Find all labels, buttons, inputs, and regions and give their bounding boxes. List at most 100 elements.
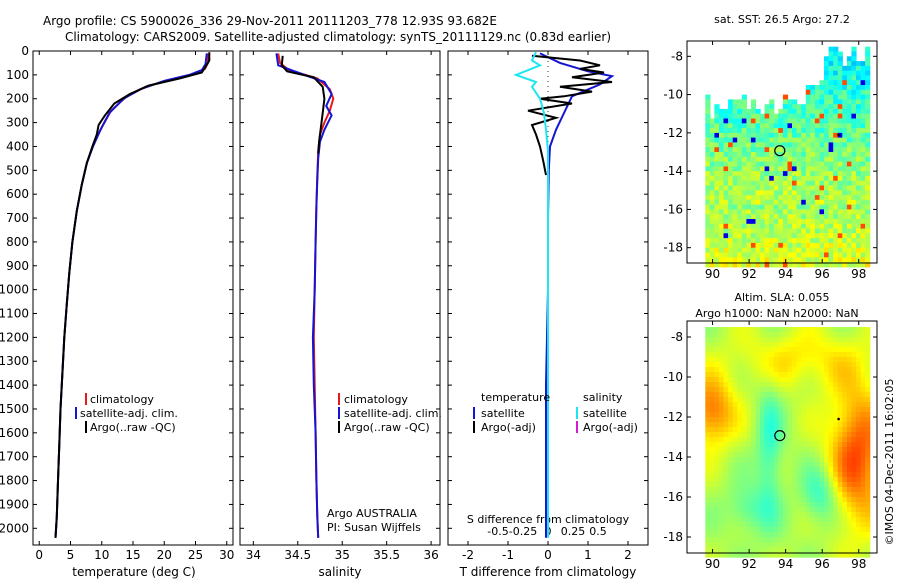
- map-cell: [787, 99, 793, 105]
- map-cell: [792, 532, 798, 538]
- map-cell: [732, 199, 738, 206]
- map-cell: [719, 132, 725, 139]
- map-cell: [723, 532, 729, 538]
- map-cell: [814, 512, 821, 518]
- map-cell: [819, 152, 825, 158]
- map-cell: [810, 412, 816, 418]
- map-cell: [810, 233, 816, 239]
- map-cell: [787, 457, 793, 463]
- map-cell: [828, 332, 834, 338]
- y-tick-label: -10: [663, 370, 683, 384]
- map-cell: [796, 233, 802, 239]
- map-cell: [750, 228, 757, 234]
- map-cell: [782, 166, 789, 172]
- map-cell: [814, 367, 821, 373]
- map-cell: [842, 512, 848, 518]
- map-cell: [814, 85, 821, 91]
- map-cell: [856, 108, 862, 115]
- map-cell: [810, 357, 816, 363]
- map-cell: [728, 537, 734, 543]
- map-cell: [741, 397, 747, 403]
- map-cell: [746, 442, 752, 448]
- map-cell: [714, 238, 720, 244]
- map-cell: [792, 412, 798, 418]
- map-cell: [824, 417, 830, 423]
- y-tick-label: -16: [663, 490, 683, 504]
- map-cell: [805, 137, 811, 143]
- map-cell: [782, 247, 789, 254]
- map-cell: [819, 412, 825, 418]
- map-cell: [764, 147, 770, 153]
- map-cell: [737, 166, 743, 172]
- map-cell: [750, 352, 757, 358]
- map-cell: [760, 132, 766, 139]
- map-cell: [837, 123, 843, 129]
- map-cell: [741, 99, 747, 105]
- map-cell: [810, 392, 816, 398]
- map-cell: [819, 422, 825, 428]
- map-cell: [865, 252, 871, 258]
- map-cell: [723, 147, 729, 153]
- map-cell: [714, 512, 720, 518]
- map-cell: [778, 195, 784, 201]
- map-cell: [828, 422, 834, 428]
- map-cell: [856, 175, 862, 182]
- map-cell: [782, 118, 789, 124]
- map-cell: [810, 492, 816, 498]
- map-cell: [792, 467, 798, 473]
- map-cell: [755, 487, 761, 493]
- map-cell: [778, 432, 784, 438]
- map-cell: [860, 452, 866, 458]
- map-cell: [732, 190, 738, 196]
- map-cell: [796, 442, 802, 448]
- map-cell: [787, 108, 793, 115]
- map-cell: [782, 175, 789, 182]
- map-cell: [773, 392, 779, 398]
- map-cell: [750, 190, 757, 196]
- map-cell: [728, 387, 734, 393]
- x-tick-label: 10: [94, 548, 109, 562]
- map-cell: [819, 552, 825, 558]
- map-cell: [828, 492, 834, 498]
- map-cell: [778, 537, 784, 543]
- map-cell: [796, 352, 802, 358]
- map-cell: [842, 537, 848, 543]
- map-cell: [801, 257, 807, 263]
- map-cell: [846, 219, 853, 225]
- map-cell: [824, 542, 830, 548]
- map-cell: [782, 152, 789, 158]
- map-cell: [728, 113, 734, 120]
- map-cell: [741, 492, 747, 498]
- map-cell: [846, 542, 853, 548]
- map-cell: [865, 447, 871, 453]
- map-cell: [828, 542, 834, 548]
- map-cell: [819, 137, 825, 143]
- map-cell: [778, 502, 784, 508]
- map-cell: [796, 337, 802, 343]
- map-cell: [805, 166, 811, 172]
- map-cell: [705, 166, 711, 172]
- map-cell: [865, 372, 871, 378]
- map-cell: [824, 108, 830, 115]
- map-cell: [737, 442, 743, 448]
- map-cell: [792, 171, 798, 177]
- map-cell: [814, 233, 821, 239]
- map-cell: [810, 132, 816, 139]
- map-cell: [764, 190, 770, 196]
- map-cell: [814, 99, 821, 105]
- map-cell: [805, 462, 811, 468]
- map-cell: [732, 214, 738, 220]
- map-cell: [787, 104, 793, 110]
- map-cell: [805, 507, 811, 513]
- map-cell: [824, 252, 830, 258]
- map-cell: [865, 180, 871, 187]
- map-cell: [837, 195, 843, 201]
- map-cell: [705, 407, 711, 413]
- map-cell: [773, 113, 779, 120]
- map-cell: [769, 152, 775, 158]
- map-cell: [769, 372, 775, 378]
- map-cell: [705, 238, 711, 244]
- map-cell: [782, 156, 789, 163]
- map-cell: [728, 185, 734, 191]
- map-cell: [750, 242, 757, 249]
